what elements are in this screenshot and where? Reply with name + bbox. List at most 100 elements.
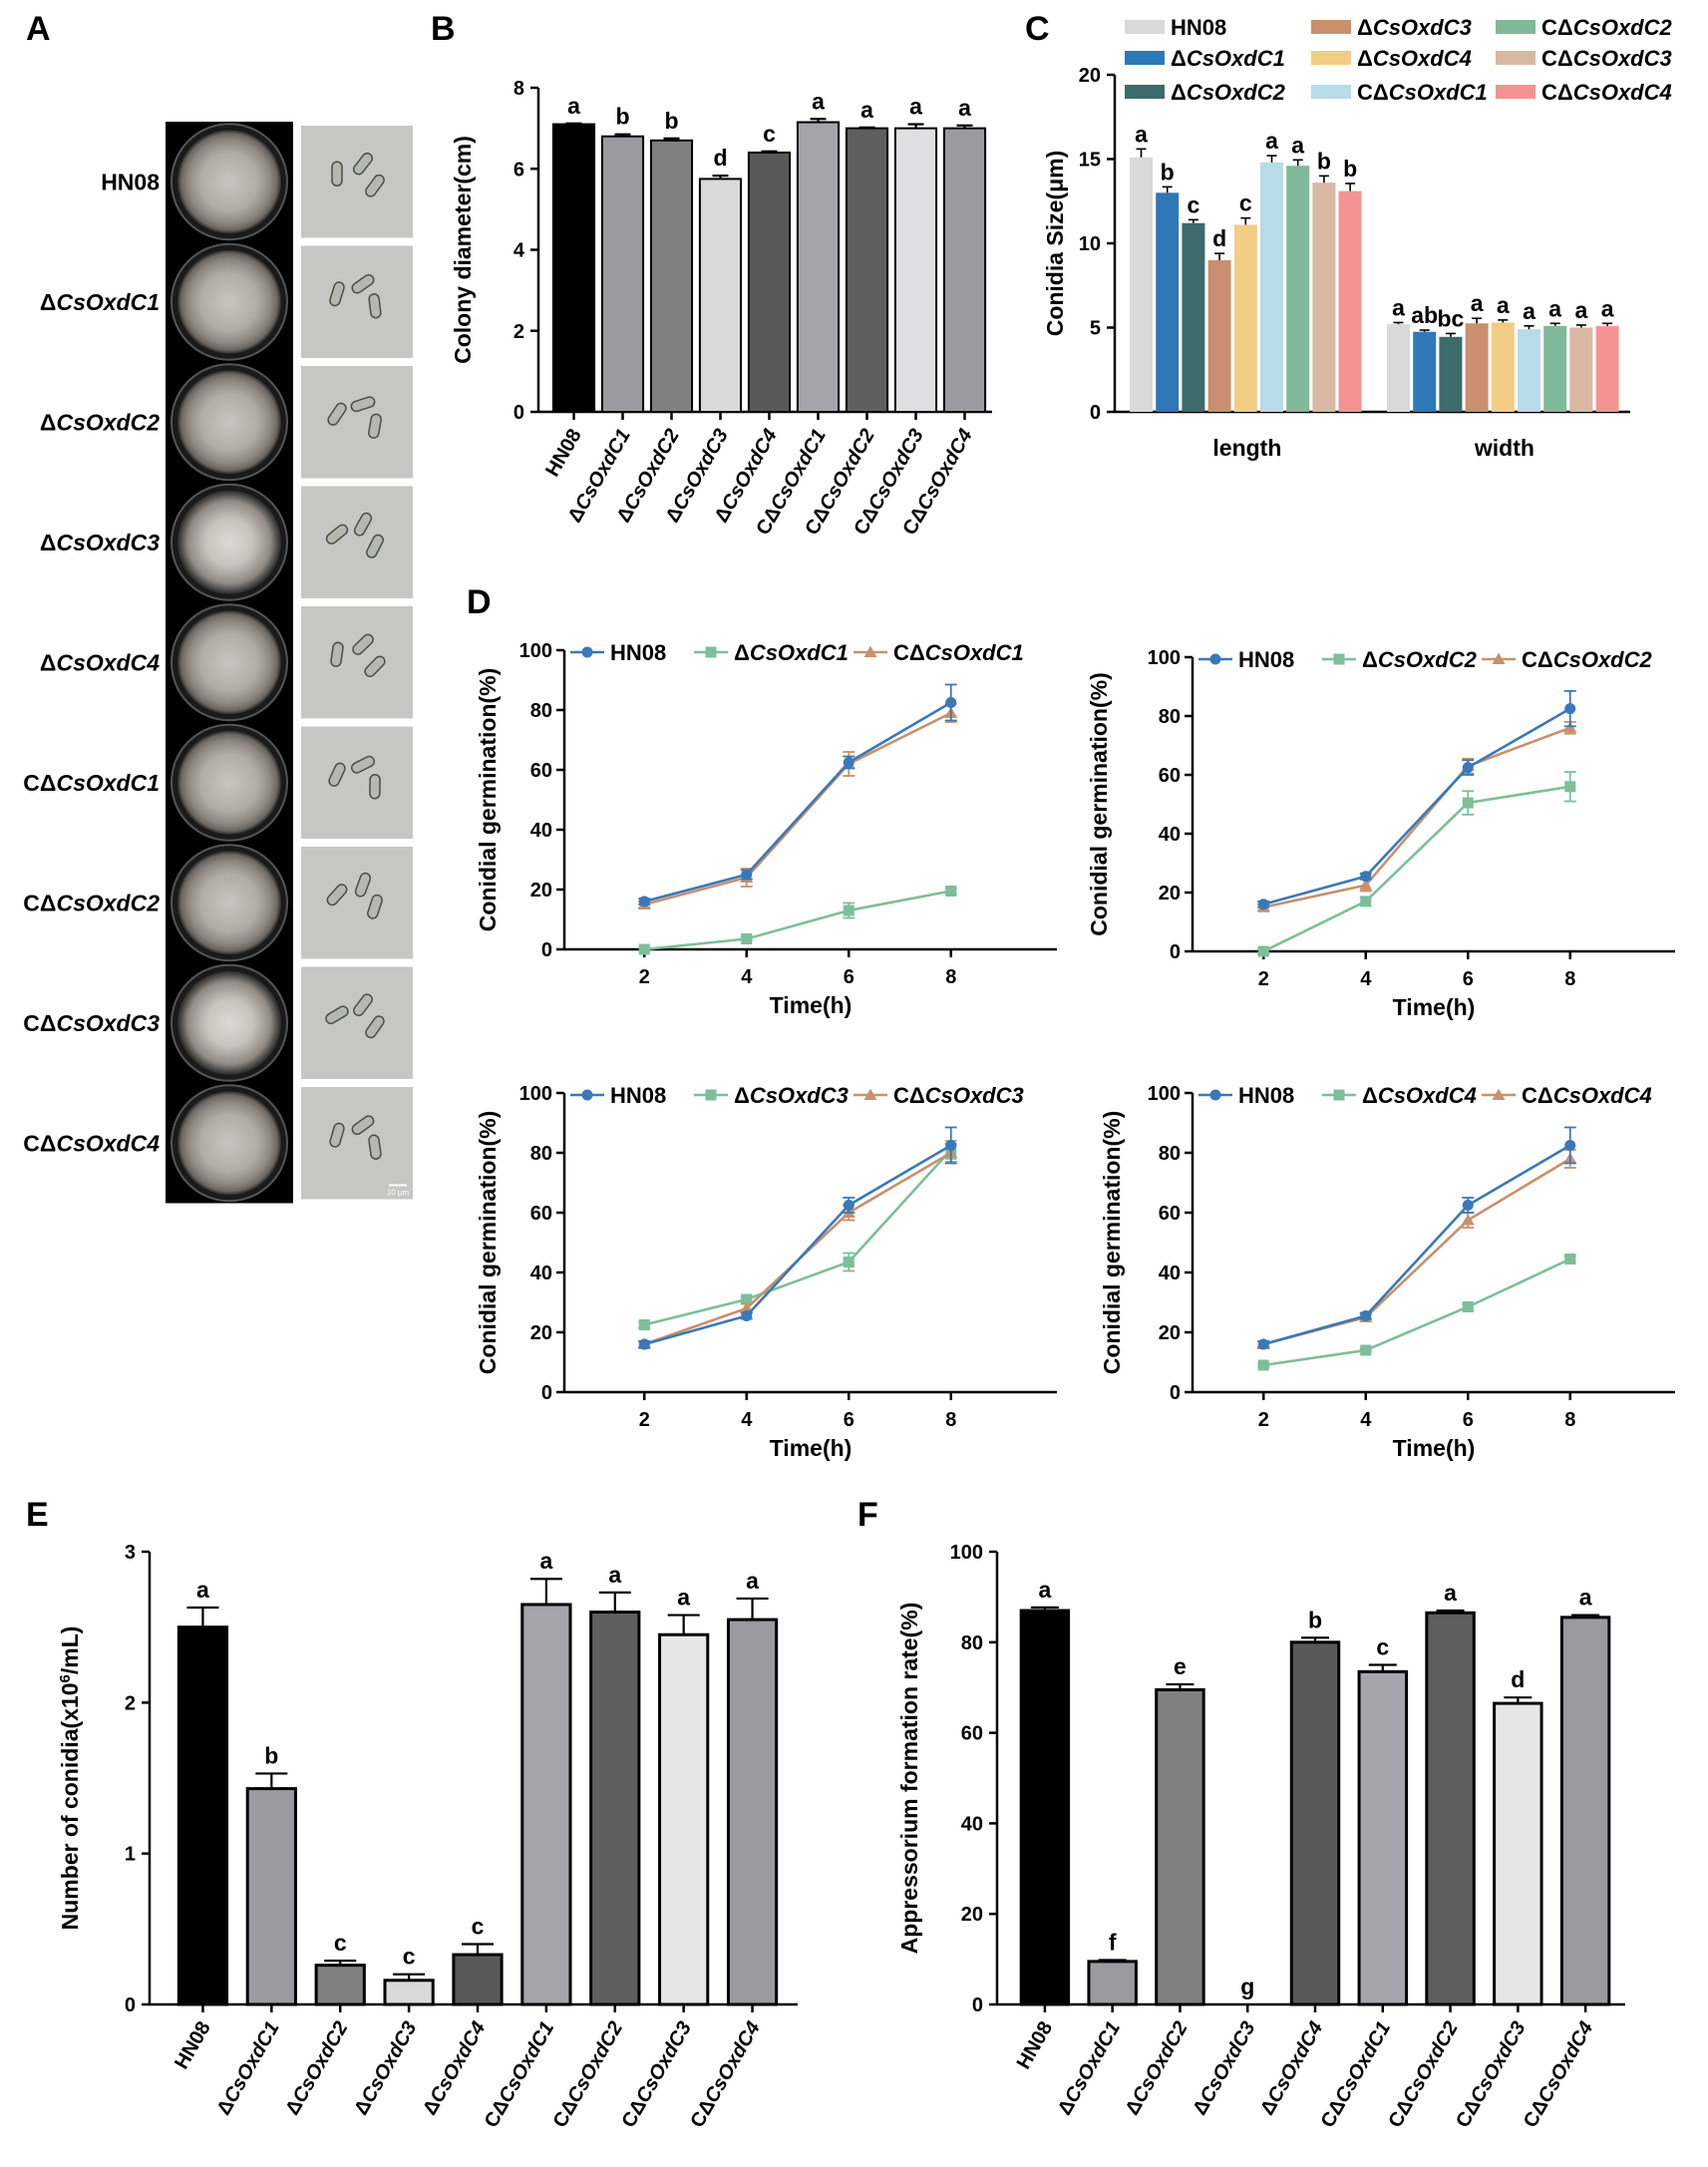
- significance-letter: a: [1575, 297, 1588, 323]
- legend-swatch: [1125, 51, 1165, 65]
- marker-square: [741, 1293, 753, 1305]
- x-tick-label: 6: [1463, 1409, 1474, 1431]
- x-tick-label: CΔCsOxdC2: [549, 2018, 627, 2132]
- strain-row-label: ΔCsOxdC3: [40, 530, 160, 555]
- colony-image: [177, 1091, 281, 1196]
- strain-row-label: CΔCsOxdC4: [23, 1130, 160, 1156]
- y-tick-label: 80: [1159, 1143, 1181, 1165]
- marker-circle: [843, 1200, 854, 1211]
- y-tick-label: 60: [961, 1723, 983, 1745]
- y-tick-label: 20: [1159, 883, 1181, 904]
- significance-letter: b: [1308, 1607, 1322, 1632]
- conidia-micrograph: [301, 726, 413, 839]
- legend-label: CΔCsOxdC3: [893, 1083, 1024, 1108]
- y-tick-label: 60: [1159, 1203, 1181, 1225]
- significance-letter: f: [1109, 1930, 1117, 1956]
- conidium-cell: [327, 402, 347, 426]
- chart-d1-germination-c1: 0 20 40 60 80 100 2 4 6 8 Time(h) Conidial germinat…: [475, 640, 1057, 1018]
- x-tick-label: CΔCsOxdC3: [1452, 2018, 1530, 2132]
- significance-letter: a: [1291, 132, 1304, 158]
- marker-circle: [1209, 653, 1221, 665]
- significance-letter: c: [1239, 190, 1252, 216]
- marker-circle: [1564, 703, 1576, 715]
- series-line: [643, 701, 952, 903]
- bar: [658, 1632, 710, 2006]
- x-tick-label: 8: [1564, 1409, 1575, 1431]
- y-axis-label: Conidial germination(%): [1099, 1111, 1125, 1375]
- panel-letter-e: E: [26, 1496, 49, 1534]
- marker-circle: [581, 646, 593, 658]
- bar: [1439, 336, 1463, 412]
- bar: [1207, 259, 1231, 412]
- conidia-micrograph: [301, 1087, 413, 1200]
- x-tick-label: ΔCsOxdC4: [419, 2018, 490, 2119]
- y-tick-label: 40: [1159, 1263, 1181, 1284]
- y-tick-label: 1: [125, 1844, 136, 1866]
- significance-letter: a: [677, 1585, 690, 1611]
- y-tick-label: 60: [530, 1203, 552, 1225]
- legend-label: ΔCsOxdC3: [1357, 15, 1472, 40]
- bar: [1543, 325, 1567, 412]
- x-tick-label: 4: [741, 966, 753, 988]
- x-tick-label: 8: [1564, 968, 1575, 990]
- marker-circle: [741, 1310, 753, 1321]
- bar: [893, 127, 938, 413]
- significance-letter: c: [334, 1930, 347, 1956]
- colony-image: [177, 970, 281, 1075]
- marker-square: [843, 904, 854, 916]
- marker-triangle: [1492, 652, 1506, 664]
- legend-label: HN08: [1171, 15, 1226, 40]
- x-tick-label: 8: [945, 966, 956, 988]
- legend-label: ΔCsOxdC2: [1171, 80, 1286, 105]
- significance-letter: a: [1038, 1577, 1051, 1603]
- bar: [1413, 331, 1437, 412]
- marker-square: [705, 646, 717, 658]
- bar: [1595, 325, 1619, 412]
- significance-letter: a: [608, 1562, 621, 1588]
- panel-letter-b: B: [431, 10, 456, 48]
- significance-letter: a: [812, 88, 825, 114]
- significance-letter: g: [1240, 1974, 1254, 1999]
- marker-square: [1257, 945, 1269, 957]
- y-axis-label: Conidial germination(%): [475, 1111, 501, 1375]
- significance-letter: c: [472, 1913, 485, 1939]
- conidium-cell: [365, 1015, 385, 1039]
- bar: [1260, 162, 1283, 412]
- y-tick-label: 80: [1159, 706, 1181, 728]
- conidium-cell: [366, 534, 384, 558]
- conidium-cell: [351, 273, 375, 294]
- x-tick-label: CΔCsOxdC4: [1520, 2018, 1597, 2132]
- x-tick-label: 6: [844, 966, 854, 988]
- conidium-cell: [352, 152, 374, 176]
- marker-circle: [741, 869, 753, 881]
- series-line: [1262, 1144, 1571, 1346]
- chart-f-appressorium-rate: 0 20 40 60 80 100 Appressorium formation rate(…: [896, 1542, 1625, 2131]
- panel-a-images: HN08 ΔCsOxdC1 ΔCsOxdC2 ΔCsOxdC3 ΔCsOxdC4 CΔCs…: [23, 122, 413, 1204]
- significance-letter: a: [860, 97, 873, 123]
- legend-swatch: [1496, 85, 1536, 99]
- bar: [649, 139, 694, 413]
- y-tick-label: 80: [530, 700, 552, 722]
- x-category-label: width: [1474, 435, 1535, 461]
- significance-letter: b: [1317, 148, 1331, 174]
- strain-row-label: CΔCsOxdC2: [23, 890, 160, 915]
- bar: [314, 1964, 366, 2006]
- y-tick-label: 5: [1090, 318, 1101, 340]
- legend-label: ΔCsOxdC4: [1362, 1083, 1477, 1108]
- marker-circle: [1257, 1338, 1269, 1350]
- conidia-micrograph: [301, 486, 413, 598]
- x-tick-label: ΔCsOxdC3: [350, 2018, 421, 2119]
- bar: [1569, 327, 1593, 412]
- significance-letter: a: [746, 1568, 759, 1594]
- conidium-cell: [352, 633, 374, 655]
- y-tick-label: 8: [513, 78, 524, 100]
- x-tick-label: 6: [1463, 968, 1474, 990]
- marker-square: [1333, 653, 1345, 665]
- y-tick-label: 2: [125, 1692, 136, 1714]
- y-tick-label: 3: [125, 1542, 136, 1564]
- colony-image: [177, 730, 281, 835]
- bar: [1493, 1701, 1543, 2006]
- x-tick-label: CΔCsOxdC4: [686, 2018, 764, 2132]
- panel-letter-a: A: [26, 10, 51, 48]
- series-line: [1262, 785, 1570, 953]
